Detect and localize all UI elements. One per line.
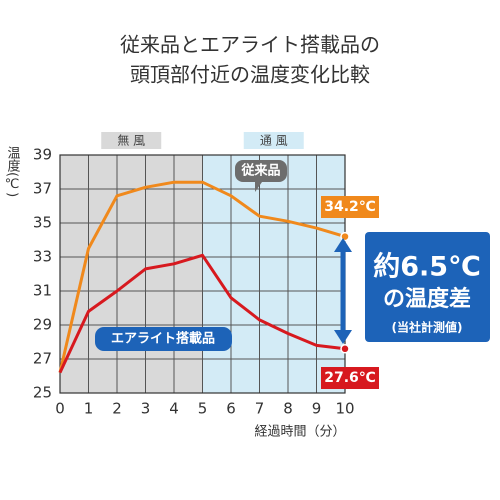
legend-box [235,160,287,182]
legend-label: エアライト搭載品 [111,331,215,347]
legend-box [95,327,232,351]
x-tick-label: 0 [55,400,65,418]
x-tick-label: 10 [335,400,354,418]
x-tick-label: 8 [283,400,293,418]
annotation: 約6.5℃ [373,251,481,283]
x-tick-label: 6 [226,400,236,418]
arrow-head [334,238,352,252]
legend-label: 従来品 [240,163,280,179]
x-tick-label: 5 [198,400,208,418]
annotation: (当社計測値) [392,320,463,335]
end-label-box [321,367,379,389]
legend-pointer [255,182,262,192]
difference-box [365,232,490,342]
chart-title: 従来品とエアライト搭載品の [120,33,380,57]
y-tick-label: 33 [33,248,52,266]
x-tick-label: 7 [255,400,265,418]
y-tick-label: 35 [33,214,52,232]
chart-title: 頭頂部付近の温度変化比較 [130,63,370,87]
annotation: の温度差 [383,286,471,312]
y-axis-label: 温度(℃) [5,146,21,197]
x-axis-label: 経過時間（分） [254,425,345,440]
region [202,155,345,393]
x-tick-label: 2 [112,400,122,418]
series-line [58,180,346,373]
y-tick-label: 31 [33,282,52,300]
region-label: 通 風 [260,134,288,148]
y-tick-label: 27 [33,350,52,368]
y-tick-label: 37 [33,180,52,198]
x-tick-label: 1 [84,400,94,418]
arrow-head [334,330,352,344]
x-tick-label: 3 [141,400,151,418]
series-line [58,253,346,374]
end-label-box [321,196,379,218]
y-tick-label: 29 [33,316,52,334]
end-label: 34.2℃ [324,199,376,215]
x-tick-label: 9 [312,400,322,418]
x-tick-label: 4 [169,400,179,418]
end-label: 27.6℃ [324,370,376,386]
end-point [340,344,350,354]
y-tick-label: 39 [33,146,52,164]
region-label-box [101,132,162,149]
y-tick-label: 25 [33,384,52,402]
region-label: 無 風 [117,133,145,148]
region-label-box [243,132,304,149]
